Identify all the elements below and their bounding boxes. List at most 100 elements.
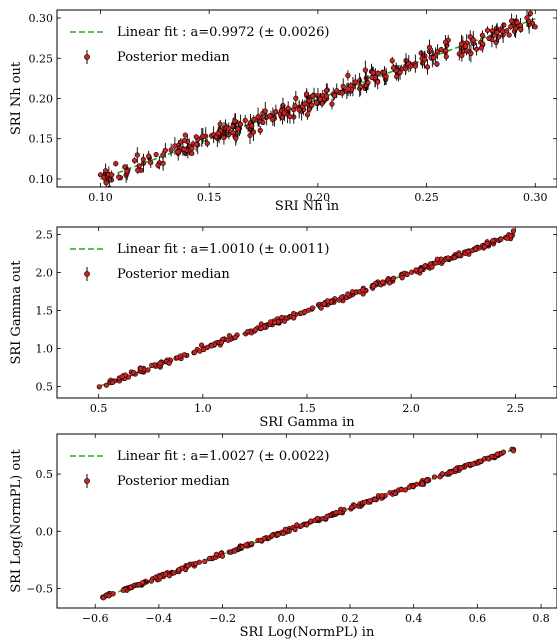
panel-1-point [309,305,316,311]
panel-0-marker [162,147,168,153]
panel-2-point [362,499,368,505]
panel-1-ytick-label: 1.0 [36,343,54,356]
panel-0-point [317,93,323,105]
panel-2-marker [448,469,454,475]
panel-2-legend-point-swatch [84,478,90,484]
panel-1-marker [380,279,386,285]
panel-2-marker [303,522,310,528]
panel-0-point [500,22,506,40]
panel-0-marker [383,73,389,79]
panel-1-marker [465,248,471,255]
panel-1-point [321,301,327,307]
panel-0-marker [501,22,507,28]
panel-1-marker [321,301,327,307]
panel-1-point [465,248,471,255]
panel-2-point [232,548,238,554]
panel-0-marker [431,54,437,61]
panel-0-point [175,146,181,157]
panel-1-point [252,327,258,333]
panel-1-marker [218,339,225,345]
panel-1-marker [349,289,356,295]
panel-2-marker [424,477,430,484]
panel-0-point [438,46,444,53]
panel-0-marker [113,161,119,167]
panel-0-point [116,173,122,181]
panel-2-marker [176,567,182,573]
panel-0-fit-line [100,17,536,180]
panel-2-marker [282,526,289,532]
panel-0-point [467,30,473,44]
panel-0-marker [148,160,154,166]
panel-2-xtick-label: 0.8 [532,612,550,625]
panel-2-point [185,563,191,569]
panel-2-point [477,458,483,464]
panel-2-point [275,532,281,538]
panel-1-point [181,352,188,358]
panel-2-ytick-label: 0.5 [36,468,54,481]
panel-1-legend-point-swatch [84,271,90,277]
panel-0-marker [181,146,187,152]
panel-1-marker [390,275,397,281]
panel-1-xtick-label: 0.5 [90,402,108,415]
panel-2-marker [379,493,385,499]
panel-2-xtick-label: 0.0 [278,612,296,625]
panel-1-marker [291,310,297,317]
panel-0-marker [514,19,520,26]
panel-0-marker [329,101,335,107]
panel-2-marker [406,484,412,490]
panel-1-point [429,264,435,270]
panel-1-marker [338,294,345,300]
panel-0-marker [249,123,255,129]
panel-2-marker [494,451,500,457]
panel-0-marker [287,113,293,120]
panel-0-point [249,120,255,132]
panel-0-point [313,100,320,106]
panel-2-frame [56,433,557,609]
panel-2-point [182,567,189,573]
panel-1-marker [445,255,451,261]
panel-0-point [468,44,474,63]
panel-0-point [458,34,465,54]
panel-0-point [287,109,293,124]
panel-0-point [352,74,358,90]
panel-0-point [473,42,480,56]
panel-1-point [96,384,102,390]
panel-2-marker [452,466,459,472]
panel-0-marker [313,100,320,106]
panel-0-point [345,82,351,97]
panel-1-marker [291,315,297,321]
panel-1-marker [302,309,308,315]
panel-1-point [119,374,125,380]
panel-1-point [201,346,207,353]
panel-0-marker [421,57,428,63]
panel-0-marker [155,162,161,168]
panel-2-point [458,465,464,471]
panel-0-marker [135,167,141,173]
panel-0-point [124,168,130,175]
panel-0-point [103,163,109,178]
panel-0-marker [527,10,534,16]
panel-2-marker [308,518,314,524]
panel-0-point [242,114,248,126]
panel-0-point [204,139,210,148]
panel-1-marker [413,267,419,273]
panel-1-point [456,252,462,258]
panel-2-point [206,556,212,562]
panel-1-point [386,280,393,286]
panel-2-point [280,530,287,536]
panel-0-marker [255,114,261,120]
panel-2-point [219,553,226,559]
panel-1-point [166,360,172,366]
panel-2-point [120,587,126,593]
panel-0-marker [494,29,500,36]
panel-2-point [510,448,517,454]
panel-1-point [504,235,510,241]
panel-0-marker [226,126,232,132]
panel-0-point [226,122,232,135]
panel-2-marker [510,448,517,454]
panel-2-marker [439,471,445,477]
panel-1-point [157,360,163,366]
panel-2-marker [431,474,438,480]
panel-1-point [324,298,331,304]
panel-1-ytick-label: 1.5 [36,305,54,318]
